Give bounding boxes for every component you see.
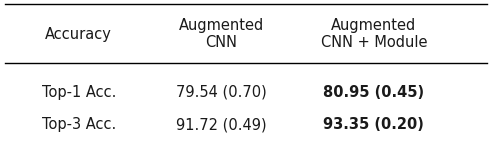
Text: Augmented
CNN: Augmented CNN xyxy=(179,18,264,50)
Text: 93.35 (0.20): 93.35 (0.20) xyxy=(323,117,425,132)
Text: Accuracy: Accuracy xyxy=(45,27,112,42)
Text: 79.54 (0.70): 79.54 (0.70) xyxy=(176,85,267,100)
Text: Top-3 Acc.: Top-3 Acc. xyxy=(42,117,116,132)
Text: Augmented
CNN + Module: Augmented CNN + Module xyxy=(321,18,427,50)
Text: 91.72 (0.49): 91.72 (0.49) xyxy=(176,117,267,132)
Text: 80.95 (0.45): 80.95 (0.45) xyxy=(323,85,425,100)
Text: Top-1 Acc.: Top-1 Acc. xyxy=(41,85,116,100)
